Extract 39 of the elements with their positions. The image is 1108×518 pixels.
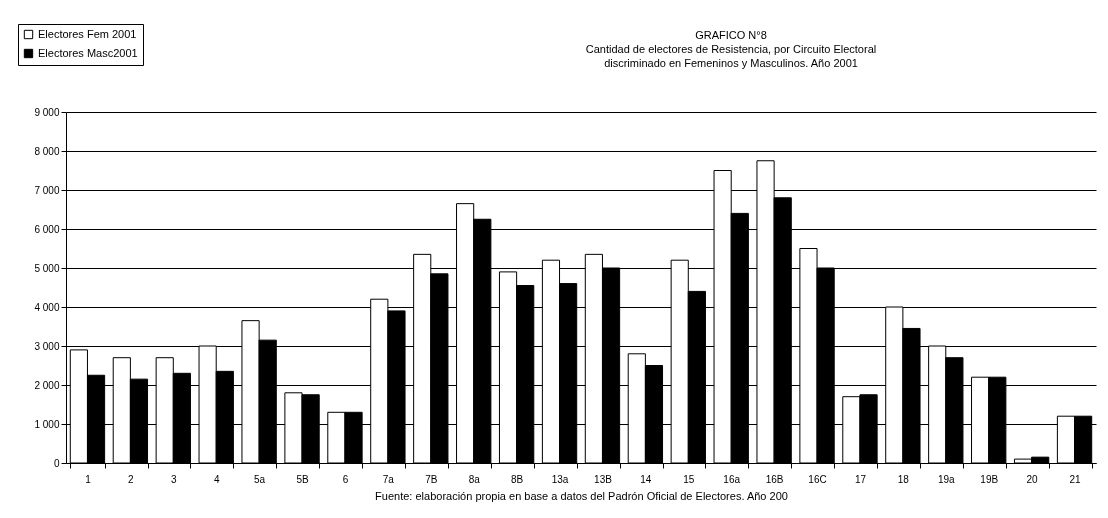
x-tick-label: 1 — [85, 473, 92, 485]
chart-subtitle: Cantidad de electores de Resistencia, por Circuito Electoral discriminado en Femeninos y Masculinos. Año 2001 — [585, 42, 877, 69]
x-tick-label: 6 — [342, 473, 349, 485]
y-tick-label: 9 000 — [34, 106, 60, 118]
x-tick-label: 7a — [382, 473, 395, 485]
x-tick-label: 18 — [897, 473, 910, 485]
x-tick-label: 4 — [213, 473, 220, 485]
y-tick-label: 2 000 — [34, 379, 60, 391]
x-tick-label: 8a — [468, 473, 481, 485]
y-tick-label: 1 000 — [34, 418, 60, 430]
x-tick-label: 16C — [808, 473, 827, 485]
x-tick-label: 19B — [980, 473, 999, 485]
x-tick-label: 15 — [683, 473, 695, 485]
legend-label: Electores Masc2001 — [38, 46, 138, 59]
x-tick-label: 16B — [765, 473, 784, 485]
x-tick-label: 20 — [1026, 473, 1039, 485]
legend-label: Electores Fem 2001 — [38, 27, 137, 40]
x-tick-label: 7B — [425, 473, 438, 485]
y-tick-label: 4 000 — [34, 301, 60, 313]
y-tick-label: 5 000 — [34, 262, 60, 274]
x-tick-label: 16a — [723, 473, 741, 485]
x-tick-label: 21 — [1069, 473, 1082, 485]
x-tick-label: 13B — [594, 473, 613, 485]
x-tick-label: 5a — [254, 473, 266, 485]
y-tick-label: 6 000 — [34, 223, 60, 235]
y-tick-label: 8 000 — [34, 145, 60, 157]
x-tick-label: 19a — [937, 473, 956, 485]
y-tick-label: 0 — [53, 457, 60, 469]
x-tick-label: 2 — [128, 473, 135, 485]
y-tick-label: 7 000 — [34, 184, 60, 196]
chart-title: GRAFICO N°8 — [695, 28, 767, 41]
y-tick-label: 3 000 — [34, 340, 60, 352]
x-tick-label: 13a — [551, 473, 569, 485]
x-tick-label: 3 — [171, 473, 178, 485]
x-tick-label: 8B — [511, 473, 524, 485]
x-tick-label: 17 — [854, 473, 867, 485]
x-tick-label: 5B — [296, 473, 309, 485]
source-note: Fuente: elaboración propia en base a datos del Padrón Oficial de Electores. Año 200 — [375, 489, 788, 502]
x-tick-label: 14 — [640, 473, 652, 485]
